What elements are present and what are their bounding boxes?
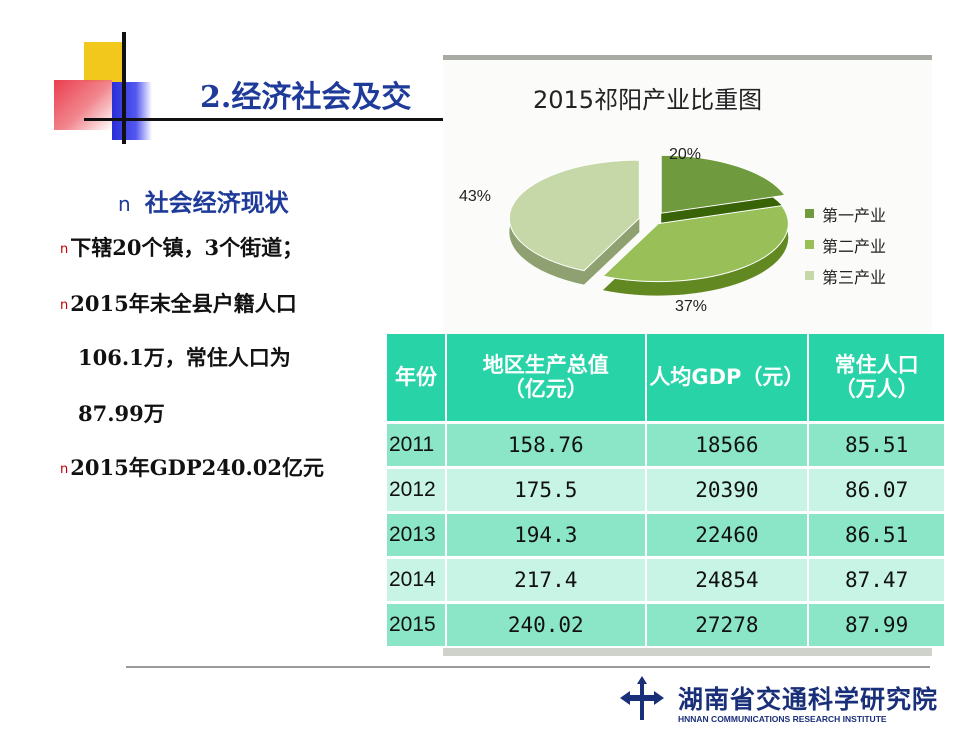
header-gdp: 地区生产总值 （亿元） xyxy=(445,334,647,423)
chart-panel-bottom-edge xyxy=(443,648,932,656)
footer-divider xyxy=(126,666,930,668)
bullet-icon: n xyxy=(118,192,131,216)
slice-label-tertiary: 43% xyxy=(459,188,492,205)
cell-year: 2012 xyxy=(387,466,447,513)
population-line-end: 87.99万 xyxy=(78,401,165,426)
legend-label: 第三产业 xyxy=(822,267,887,287)
cell-year: 2013 xyxy=(387,511,447,558)
legend-label: 第二产业 xyxy=(822,236,887,256)
slice-label-secondary: 37% xyxy=(675,298,708,315)
pie-slice-tertiary xyxy=(508,159,640,285)
cell-gdp: 217.4 xyxy=(445,556,647,603)
line-text: 2015年末全县户籍人口 xyxy=(70,291,297,316)
legend-swatch xyxy=(805,240,814,249)
bullet-icon: n xyxy=(60,298,69,313)
bullet-icon: n xyxy=(60,242,69,257)
cell-gdp: 194.3 xyxy=(445,511,647,558)
table-row: 2014 217.4 24854 87.47 xyxy=(387,556,946,603)
table-row: 2015 240.02 27278 87.99 xyxy=(387,601,946,646)
header-resident-population: 常住人口 （万人） xyxy=(808,334,946,423)
title-underline xyxy=(84,118,444,121)
pie-chart-panel: 2015祁阳产业比重图 20% 37% 43% 第一产业 第二产业 第三产业 xyxy=(443,55,932,340)
bullet-line-population: n2015年末全县户籍人口 xyxy=(60,288,297,318)
cell-gdp: 240.02 xyxy=(445,601,647,646)
cell-year: 2015 xyxy=(387,601,447,646)
cell-gdp-per-capita: 18566 xyxy=(645,421,810,468)
cell-gdp-per-capita: 20390 xyxy=(645,466,810,513)
bullet-line-towns: n下辖20个镇，3个街道； xyxy=(60,232,303,262)
chart-legend: 第一产业 第二产业 第三产业 xyxy=(805,198,886,291)
decorative-block-yellow xyxy=(84,42,124,82)
legend-swatch xyxy=(805,209,814,218)
cell-population: 85.51 xyxy=(808,421,946,468)
chart-title: 2015祁阳产业比重图 xyxy=(533,86,763,114)
cell-gdp-per-capita: 27278 xyxy=(645,601,810,646)
institute-logo-icon xyxy=(620,676,664,720)
slide-title: 2.经济社会及交 xyxy=(200,80,412,115)
cell-gdp-per-capita: 24854 xyxy=(645,556,810,603)
header-year: 年份 xyxy=(387,334,447,423)
bullet-icon: n xyxy=(60,462,69,477)
table-header-row: 年份 地区生产总值 （亿元） 人均GDP（元） 常住人口 （万人） xyxy=(387,334,946,423)
institute-name-en: HNNAN COMMUNICATIONS RESEARCH INSTITUTE xyxy=(678,714,887,724)
pie-slice-secondary xyxy=(601,205,789,296)
header-gdp-text: 地区生产总值 （亿元） xyxy=(482,353,609,401)
table-row: 2012 175.5 20390 86.07 xyxy=(387,466,946,513)
table-row: 2011 158.76 18566 85.51 xyxy=(387,421,946,468)
bullet-line-gdp: n2015年GDP240.02亿元 xyxy=(60,452,324,482)
table-row: 2013 194.3 22460 86.51 xyxy=(387,511,946,558)
cell-year: 2014 xyxy=(387,556,447,603)
cell-gdp: 175.5 xyxy=(445,466,647,513)
slice-label-primary: 20% xyxy=(669,146,702,163)
cell-population: 87.99 xyxy=(808,601,946,646)
legend-label: 第一产业 xyxy=(822,205,887,225)
header-population-text: 常住人口 （万人） xyxy=(834,353,919,401)
line-text: 2015年GDP240.02亿元 xyxy=(70,455,325,480)
legend-swatch xyxy=(805,271,814,280)
section-heading: n 社会经济现状 xyxy=(118,183,289,218)
cell-gdp-per-capita: 22460 xyxy=(645,511,810,558)
population-line-continued: 106.1万，常住人口为 xyxy=(78,345,291,370)
pie-chart xyxy=(508,154,789,296)
heading-text: 社会经济现状 xyxy=(144,189,289,217)
legend-item: 第一产业 xyxy=(805,198,886,229)
line-text: 下辖20个镇，3个街道； xyxy=(70,235,304,260)
cell-year: 2011 xyxy=(387,421,447,468)
economy-table: 年份 地区生产总值 （亿元） 人均GDP（元） 常住人口 （万人） 2011 1… xyxy=(387,334,946,646)
cell-population: 86.07 xyxy=(808,466,946,513)
decorative-block-blue xyxy=(112,82,152,140)
cell-population: 87.47 xyxy=(808,556,946,603)
cell-population: 86.51 xyxy=(808,511,946,558)
header-gdp-per-capita: 人均GDP（元） xyxy=(645,334,810,423)
decorative-block-red xyxy=(54,80,112,130)
decorative-vertical-line xyxy=(122,32,126,144)
institute-name-cn: 湖南省交通科学研究院 xyxy=(678,685,939,714)
cell-gdp: 158.76 xyxy=(445,421,647,468)
legend-item: 第二产业 xyxy=(805,229,886,260)
legend-item: 第三产业 xyxy=(805,260,886,291)
